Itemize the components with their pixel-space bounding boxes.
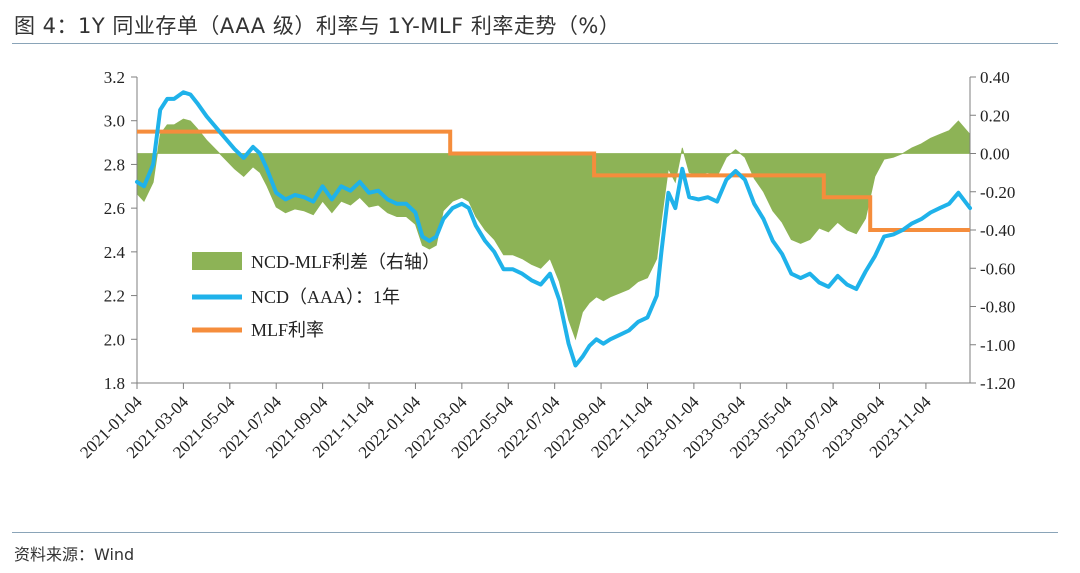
- left-tick-label: 2.4: [104, 243, 126, 262]
- source-divider: [12, 532, 1058, 533]
- right-tick-label: 0.00: [980, 145, 1010, 164]
- legend-label-ncd: NCD（AAA）：1年: [251, 287, 400, 307]
- title-divider: [12, 43, 1058, 44]
- right-tick-label: 0.20: [980, 106, 1010, 125]
- left-tick-label: 2.0: [104, 330, 125, 349]
- right-tick-label: -1.20: [980, 374, 1015, 393]
- left-tick-label: 2.8: [104, 155, 125, 174]
- chart: 3.2 3.0 2.8 2.6 2.4 2.2 2.0 1.8 0.40 0.20 0.00 -0.2…: [76, 68, 1015, 462]
- legend: NCD-MLF利差（右轴） NCD（AAA）：1年 MLF利率: [192, 252, 440, 340]
- right-tick-label: -0.60: [980, 259, 1015, 278]
- lines-layer: [135, 90, 972, 368]
- left-tick-label: 3.2: [104, 68, 125, 87]
- source-note: 资料来源：Wind: [14, 545, 135, 564]
- mlf-line: [137, 129, 970, 232]
- right-tick-label: -0.20: [980, 183, 1015, 202]
- legend-label-mlf: MLF利率: [251, 320, 324, 340]
- left-tick-label: 2.2: [104, 287, 125, 306]
- axes-layer: [131, 76, 976, 389]
- left-tick-label: 2.6: [104, 199, 125, 218]
- figure-title: 图 4：1Y 同业存单（AAA 级）利率与 1Y-MLF 利率走势（%）: [14, 14, 621, 38]
- legend-label-spread: NCD-MLF利差（右轴）: [251, 252, 440, 272]
- right-tick-label: -0.40: [980, 221, 1015, 240]
- ncd-line: [135, 90, 972, 368]
- left-tick-label: 1.8: [104, 374, 125, 393]
- legend-swatch-spread: [192, 252, 242, 270]
- left-tick-label: 3.0: [104, 112, 125, 131]
- right-tick-label: -1.00: [980, 336, 1015, 355]
- right-tick-label: 0.40: [980, 68, 1010, 87]
- right-tick-label: -0.80: [980, 298, 1015, 317]
